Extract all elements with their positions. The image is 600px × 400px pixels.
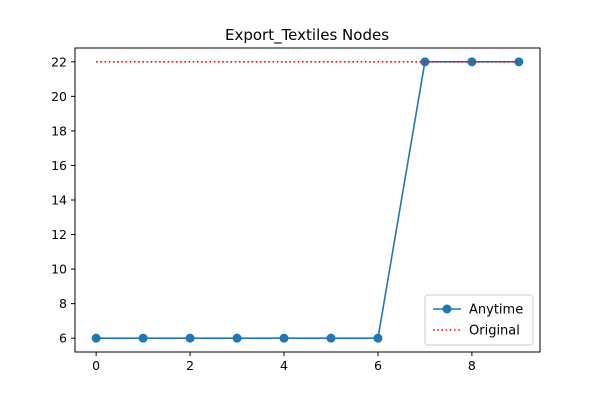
series-line-anytime <box>96 61 519 339</box>
data-point-anytime-5 <box>326 333 336 343</box>
legend: Anytime Original <box>424 294 534 346</box>
y-tick-label-12: 12 <box>51 227 67 242</box>
data-point-anytime-4 <box>279 333 289 343</box>
axes: 0 2 4 6 8 6 8 10 12 14 16 18 20 22 <box>51 47 541 373</box>
data-point-anytime-8 <box>467 57 477 67</box>
y-tick-label-16: 16 <box>51 158 67 173</box>
chart-title: Export_Textiles Nodes <box>225 26 389 45</box>
x-tick-label-8: 8 <box>468 358 476 373</box>
y-tick-label-8: 8 <box>59 296 67 311</box>
y-tick-label-14: 14 <box>51 193 67 208</box>
data-point-anytime-2 <box>185 333 195 343</box>
legend-box <box>424 294 534 346</box>
x-tick-label-4: 4 <box>280 358 288 373</box>
y-tick-label-10: 10 <box>51 262 67 277</box>
x-tick-label-0: 0 <box>92 358 100 373</box>
y-tick-label-6: 6 <box>59 331 67 346</box>
legend-label-anytime: Anytime <box>469 303 523 318</box>
legend-label-original: Original <box>469 324 520 339</box>
x-tick-label-6: 6 <box>374 358 382 373</box>
y-tick-label-22: 22 <box>51 54 67 69</box>
data-point-anytime-9 <box>514 57 524 67</box>
data-point-anytime-0 <box>91 333 101 343</box>
x-tick-label-2: 2 <box>186 358 194 373</box>
y-tick-label-18: 18 <box>51 123 67 138</box>
plot-area <box>91 57 524 343</box>
data-point-anytime-1 <box>138 333 148 343</box>
data-point-anytime-3 <box>232 333 242 343</box>
legend-marker-anytime <box>442 304 452 314</box>
data-point-anytime-6 <box>373 333 383 343</box>
y-tick-label-20: 20 <box>51 89 67 104</box>
